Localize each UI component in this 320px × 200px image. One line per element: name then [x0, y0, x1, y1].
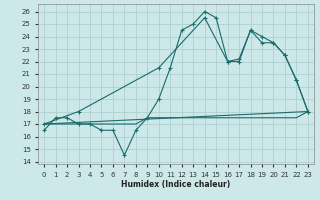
X-axis label: Humidex (Indice chaleur): Humidex (Indice chaleur)	[121, 180, 231, 189]
